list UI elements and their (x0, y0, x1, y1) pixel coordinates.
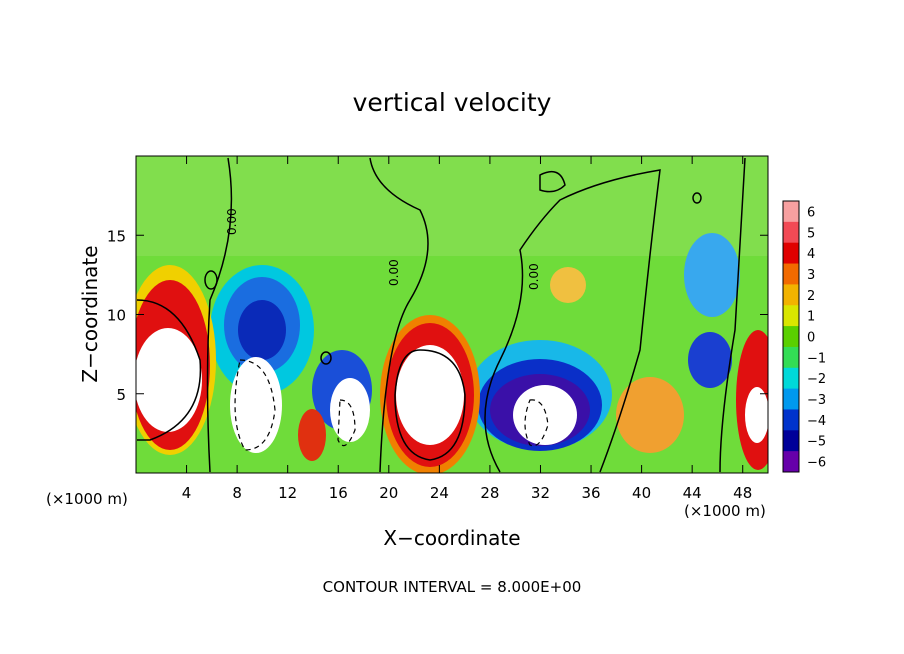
colorbar-swatch (783, 346, 799, 369)
colorbar-label: 0 (807, 331, 815, 346)
white-core (330, 378, 370, 442)
y-tick-label: 15 (107, 227, 126, 245)
colorbar-label: 6 (807, 205, 815, 220)
colorbar-label: −3 (807, 393, 826, 408)
contour-line (206, 157, 233, 473)
colorbar-label: 1 (807, 310, 815, 325)
blue-region (684, 233, 740, 317)
colorbar-label: 2 (807, 289, 815, 304)
contour-line (539, 170, 566, 193)
colorbar-swatch (783, 221, 799, 244)
blue-region (688, 332, 732, 388)
colorbar-swatch (783, 326, 799, 348)
colorbar-label: 5 (807, 226, 815, 241)
chart-title: vertical velocity (352, 88, 552, 117)
colorbar-swatch (783, 409, 799, 431)
colorbar-swatch (783, 430, 799, 452)
red-region (616, 377, 684, 453)
x-unit-label-right: (×1000 m) (684, 502, 766, 520)
contour-line (692, 192, 702, 204)
white-core (745, 387, 768, 443)
x-tick-label: 4 (182, 484, 192, 502)
colorbar-label: −4 (807, 414, 826, 429)
colorbar-label: −6 (807, 456, 826, 471)
x-unit-label-left: (×1000 m) (46, 490, 128, 508)
white-core (513, 385, 577, 445)
contour-line (136, 299, 202, 441)
y-tick-label: 10 (107, 307, 126, 325)
contour-line (204, 270, 218, 290)
x-tick-label: 36 (581, 484, 600, 502)
colorbar-swatch (783, 201, 799, 223)
white-core (230, 357, 282, 453)
contour-line (394, 349, 466, 461)
contour-line (484, 169, 661, 473)
y-tick-label: 5 (116, 386, 126, 404)
x-tick-label: 32 (531, 484, 550, 502)
colorbar-label: 4 (807, 247, 815, 262)
colorbar-frame (782, 200, 800, 473)
x-tick-label: 20 (379, 484, 398, 502)
colorbar-swatch (783, 284, 799, 306)
white-core (136, 328, 202, 432)
x-tick-label: 28 (480, 484, 499, 502)
contour-line (320, 351, 332, 365)
contour-line (719, 157, 746, 473)
x-tick-label: 44 (683, 484, 702, 502)
field-upper-band (136, 156, 768, 256)
x-tick-label: 16 (329, 484, 348, 502)
x-tick-label: 24 (430, 484, 449, 502)
colorbar-swatch (783, 388, 799, 410)
dashed-contour (524, 399, 549, 447)
contour-interval-note: CONTOUR INTERVAL = 8.000E+00 (322, 578, 582, 596)
colorbar-label: −2 (807, 372, 826, 387)
colorbar-swatch (783, 451, 799, 473)
colorbar-label: 3 (807, 268, 815, 283)
x-tick-label: 8 (232, 484, 242, 502)
red-region (298, 409, 326, 461)
dashed-contour (337, 399, 356, 447)
blue-region (238, 300, 286, 360)
x-tick-label: 12 (278, 484, 297, 502)
contour-line (369, 157, 429, 473)
x-tick-label: 40 (632, 484, 651, 502)
contour-label: 0.00 (527, 263, 541, 290)
contour-label: 0.00 (387, 259, 401, 286)
white-core (396, 345, 464, 445)
colorbar-swatch (783, 263, 799, 285)
colorbar-swatch (783, 305, 799, 327)
colorbar-swatch (783, 242, 799, 265)
colorbar-swatch (783, 367, 799, 390)
colorbar-label: −1 (807, 351, 826, 366)
colorbar-label: −5 (807, 435, 826, 450)
x-tick-label: 48 (733, 484, 752, 502)
dashed-contour (234, 359, 276, 451)
red-region (550, 267, 586, 303)
contour-label: 0.00 (225, 208, 239, 235)
x-axis-label: X−coordinate (383, 526, 521, 550)
